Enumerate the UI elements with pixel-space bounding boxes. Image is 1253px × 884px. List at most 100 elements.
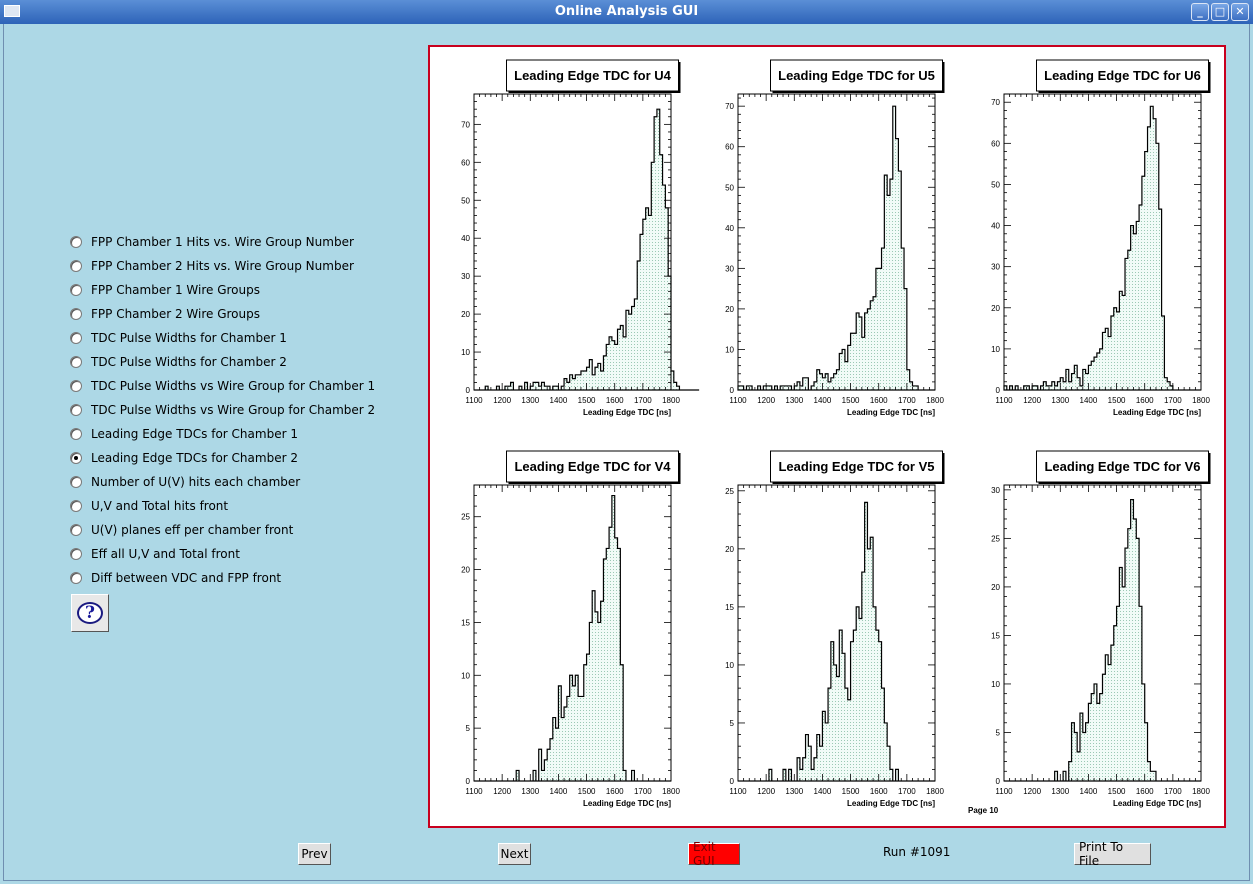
- plot-option-radio[interactable]: FPP Chamber 2 Wire Groups: [70, 304, 260, 324]
- plot-option-label: Eff all U,V and Total front: [91, 547, 240, 561]
- plot-option-label: U,V and Total hits front: [91, 499, 229, 513]
- title-box: [506, 59, 679, 92]
- y-tick-label: 20: [991, 304, 1000, 313]
- y-tick-label: 10: [991, 345, 1000, 354]
- plot-canvas: 1100 1200 1300 1400 1500 1600 1700 1800 0 10 20 30 4…: [428, 45, 1226, 828]
- x-tick-label: 1400: [550, 787, 568, 796]
- plot-option-radio[interactable]: U,V and Total hits front: [70, 496, 228, 516]
- radio-unchecked-icon[interactable]: [70, 236, 82, 248]
- radio-unchecked-icon[interactable]: [70, 476, 82, 488]
- x-tick-label: 1400: [814, 787, 832, 796]
- x-tick-label: 1100: [729, 396, 747, 405]
- x-tick-label: 1300: [521, 396, 539, 405]
- plot-option-label: TDC Pulse Widths for Chamber 1: [91, 331, 287, 345]
- plot-option-radio[interactable]: Eff all U,V and Total front: [70, 544, 240, 564]
- plot-frame: [473, 93, 672, 391]
- x-tick-label: 1600: [1136, 787, 1154, 796]
- plot-option-radio[interactable]: U(V) planes eff per chamber front: [70, 520, 293, 540]
- next-button[interactable]: Next: [498, 843, 531, 865]
- y-tick-label: 70: [461, 120, 470, 129]
- radio-unchecked-icon[interactable]: [70, 308, 82, 320]
- window-title: Online Analysis GUI: [554, 4, 699, 19]
- radio-unchecked-icon[interactable]: [70, 284, 82, 296]
- y-tick-label: 0: [996, 777, 1001, 786]
- y-tick-label: 0: [730, 386, 735, 395]
- histogram-title: Leading Edge TDC for U6: [1044, 68, 1201, 83]
- title-box: [1036, 59, 1209, 92]
- plot-option-radio[interactable]: FPP Chamber 2 Hits vs. Wire Group Number: [70, 256, 354, 276]
- help-button[interactable]: ?: [71, 594, 109, 632]
- close-icon[interactable]: ✕: [1231, 3, 1249, 21]
- print-to-file-button[interactable]: Print To File: [1074, 840, 1151, 868]
- plot-option-radio[interactable]: TDC Pulse Widths vs Wire Group for Chamb…: [70, 400, 375, 420]
- y-tick-label: 50: [461, 196, 470, 205]
- radio-unchecked-icon[interactable]: [70, 332, 82, 344]
- x-tick-label: 1500: [842, 396, 860, 405]
- y-tick-label: 40: [725, 224, 734, 233]
- radio-unchecked-icon[interactable]: [70, 548, 82, 560]
- y-tick-label: 20: [461, 310, 470, 319]
- radio-unchecked-icon[interactable]: [70, 356, 82, 368]
- y-tick-label: 10: [725, 345, 734, 354]
- y-tick-label: 0: [730, 777, 735, 786]
- plot-option-label: Leading Edge TDCs for Chamber 2: [91, 451, 298, 465]
- y-tick-label: 0: [466, 777, 471, 786]
- x-tick-label: 1800: [662, 396, 680, 405]
- exit-button[interactable]: Exit GUI: [688, 840, 740, 868]
- x-tick-label: 1500: [842, 787, 860, 796]
- plot-frame: [1003, 484, 1202, 782]
- radio-unchecked-icon[interactable]: [70, 572, 82, 584]
- plot-option-radio[interactable]: Diff between VDC and FPP front: [70, 568, 281, 588]
- x-tick-label: 1200: [757, 787, 775, 796]
- radio-unchecked-icon[interactable]: [70, 500, 82, 512]
- radio-checked-icon[interactable]: [70, 452, 82, 464]
- radio-unchecked-icon[interactable]: [70, 404, 82, 416]
- x-tick-label: 1700: [634, 787, 652, 796]
- radio-unchecked-icon[interactable]: [70, 380, 82, 392]
- plot-option-label: TDC Pulse Widths for Chamber 2: [91, 355, 287, 369]
- x-tick-label: 1800: [926, 396, 944, 405]
- plot-option-radio[interactable]: TDC Pulse Widths vs Wire Group for Chamb…: [70, 376, 375, 396]
- plot-option-radio[interactable]: Number of U(V) hits each chamber: [70, 472, 300, 492]
- x-tick-label: 1100: [729, 787, 747, 796]
- y-tick-label: 50: [991, 180, 1000, 189]
- x-tick-label: 1600: [606, 787, 624, 796]
- title-bar: Online Analysis GUI _ □ ✕: [0, 0, 1253, 24]
- histogram-bars: [1003, 105, 1201, 391]
- plot-option-radio[interactable]: TDC Pulse Widths for Chamber 1: [70, 328, 287, 348]
- x-tick-label: 1500: [1108, 787, 1126, 796]
- y-tick-label: 20: [461, 566, 470, 575]
- histogram-bars: [474, 108, 700, 391]
- plot-option-radio[interactable]: Leading Edge TDCs for Chamber 1: [70, 424, 298, 444]
- y-tick-label: 0: [996, 386, 1001, 395]
- y-tick-label: 70: [725, 102, 734, 111]
- y-tick-label: 20: [991, 583, 1000, 592]
- y-tick-label: 70: [991, 98, 1000, 107]
- histogram-title: Leading Edge TDC for V5: [778, 459, 934, 474]
- plot-option-radio[interactable]: Leading Edge TDCs for Chamber 2: [70, 448, 298, 468]
- x-tick-label: 1700: [898, 787, 916, 796]
- y-tick-label: 5: [466, 724, 471, 733]
- plot-option-radio[interactable]: FPP Chamber 1 Wire Groups: [70, 280, 260, 300]
- plot-option-radio[interactable]: TDC Pulse Widths for Chamber 2: [70, 352, 287, 372]
- minimize-icon[interactable]: _: [1191, 3, 1209, 21]
- histogram-bars: [474, 494, 671, 782]
- y-tick-label: 15: [991, 631, 1000, 640]
- x-tick-label: 1500: [1108, 396, 1126, 405]
- radio-unchecked-icon[interactable]: [70, 260, 82, 272]
- maximize-icon[interactable]: □: [1211, 3, 1229, 21]
- prev-button[interactable]: Prev: [298, 843, 331, 865]
- x-tick-label: 1600: [1136, 396, 1154, 405]
- plot-option-radio[interactable]: FPP Chamber 1 Hits vs. Wire Group Number: [70, 232, 354, 252]
- title-box: [1036, 450, 1209, 483]
- plot-option-label: TDC Pulse Widths vs Wire Group for Chamb…: [91, 403, 376, 417]
- x-axis-label: Leading Edge TDC [ns]: [1113, 408, 1201, 417]
- y-tick-label: 60: [991, 139, 1000, 148]
- radio-unchecked-icon[interactable]: [70, 524, 82, 536]
- window-menu-icon[interactable]: [4, 5, 20, 17]
- x-tick-label: 1100: [465, 787, 483, 796]
- radio-unchecked-icon[interactable]: [70, 428, 82, 440]
- x-tick-label: 1400: [1080, 396, 1098, 405]
- x-tick-label: 1700: [898, 396, 916, 405]
- y-tick-label: 30: [991, 263, 1000, 272]
